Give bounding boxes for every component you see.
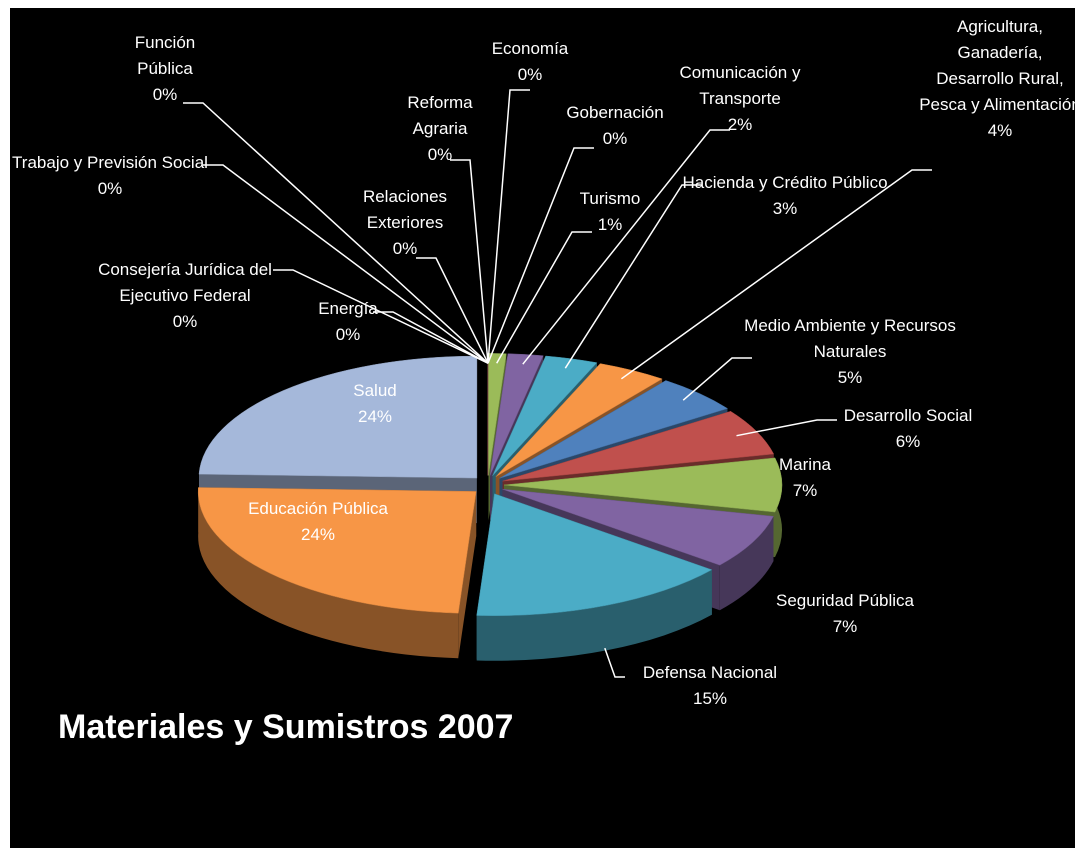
leader-line (273, 269, 489, 364)
slice (198, 355, 478, 479)
slice-name: Turismo (579, 189, 641, 208)
slice-name: Consejería Jurídica del Ejecutivo Federa… (98, 260, 272, 305)
leader-line (564, 184, 702, 369)
slice (499, 380, 729, 479)
leader-line (736, 419, 837, 437)
data-label: Turismo 1% (565, 186, 655, 238)
slice (502, 488, 774, 566)
slice-name: Energía (318, 299, 378, 318)
slice-name: Educación Pública (248, 499, 388, 518)
slice-value: 0% (427, 145, 453, 164)
slice-wall (198, 487, 459, 659)
slice-value: 15% (692, 689, 728, 708)
data-label: Medio Ambiente y Recursos Naturales 5% (740, 313, 960, 391)
data-label: Consejería Jurídica del Ejecutivo Federa… (85, 257, 285, 335)
slice-name: Hacienda y Crédito Público (682, 173, 888, 192)
data-label: Reforma Agraria 0% (390, 90, 490, 168)
slice-value: 7% (832, 617, 858, 636)
data-label: Defensa Nacional 15% (610, 660, 810, 712)
data-label: Agricultura, Ganadería, Desarrollo Rural… (918, 14, 1083, 144)
slice-name: Medio Ambiente y Recursos Naturales (744, 316, 956, 361)
slice-name: Trabajo y Previsión Social (12, 153, 208, 172)
leader-line (203, 164, 489, 364)
data-label: Función Pública 0% (110, 30, 220, 108)
data-label: Desarrollo Social 6% (818, 403, 998, 455)
slice (476, 493, 713, 616)
data-label: Hacienda y Crédito Público 3% (680, 170, 890, 222)
slice (503, 457, 783, 513)
slice-value: 0% (152, 85, 178, 104)
leader-line (604, 647, 625, 678)
slice (197, 487, 477, 614)
slice-value: 24% (357, 407, 393, 426)
data-label: Trabajo y Previsión Social 0% (5, 150, 215, 202)
slice-value: 0% (97, 179, 123, 198)
slice (489, 353, 544, 476)
leader-line (373, 311, 489, 364)
slice-value: 5% (837, 368, 863, 387)
slice-name: Reforma Agraria (407, 93, 473, 138)
slice-value: 0% (172, 312, 198, 331)
slice-name: Agricultura, Ganadería, Desarrollo Rural… (919, 17, 1081, 114)
slice-value: 7% (792, 481, 818, 500)
data-label: Energía 0% (308, 296, 388, 348)
slice-value: 6% (895, 432, 921, 451)
leader-line (487, 89, 530, 364)
leader-line (682, 357, 752, 401)
slice-value: 0% (602, 129, 628, 148)
slice-value: 24% (300, 525, 336, 544)
slice-name: Seguridad Pública (776, 591, 914, 610)
data-label: Salud 24% (325, 378, 425, 430)
slice-value: 2% (727, 115, 753, 134)
data-label: Marina 7% (755, 452, 855, 504)
slice-name: Salud (353, 381, 397, 400)
slice-name: Defensa Nacional (642, 663, 778, 682)
leader-line (487, 147, 594, 364)
data-label: Seguridad Pública 7% (745, 588, 945, 640)
slice-name: Desarrollo Social (843, 406, 973, 425)
data-label: Economía 0% (480, 36, 580, 88)
slice-value: 1% (597, 215, 623, 234)
leader-line (522, 129, 730, 365)
slice-wall (476, 569, 712, 661)
leader-line (183, 102, 489, 364)
leader-line (450, 159, 489, 364)
slice-name: Marina (779, 455, 831, 474)
leader-line (496, 231, 592, 364)
data-label: Relaciones Exteriores 0% (350, 184, 460, 262)
slice-name: Función Pública (134, 33, 196, 78)
slice-value: 0% (335, 325, 361, 344)
slice-value: 3% (772, 199, 798, 218)
slice-name: Relaciones Exteriores (362, 187, 448, 232)
slice-value: 0% (392, 239, 418, 258)
slice-value: 0% (517, 65, 543, 84)
leader-line (416, 257, 489, 364)
slice-name: Gobernación (566, 103, 664, 122)
slice-name: Comunicación y Transporte (679, 63, 801, 108)
slice-name: Economía (491, 39, 569, 58)
slice-value: 4% (987, 121, 1013, 140)
data-label: Gobernación 0% (550, 100, 680, 152)
chart-title: Materiales y Sumistros 2007 (58, 708, 514, 746)
data-label: Comunicación y Transporte 2% (645, 60, 835, 138)
slice-wall (719, 516, 774, 611)
data-label: Educación Pública 24% (218, 496, 418, 548)
leader-line (620, 169, 932, 380)
